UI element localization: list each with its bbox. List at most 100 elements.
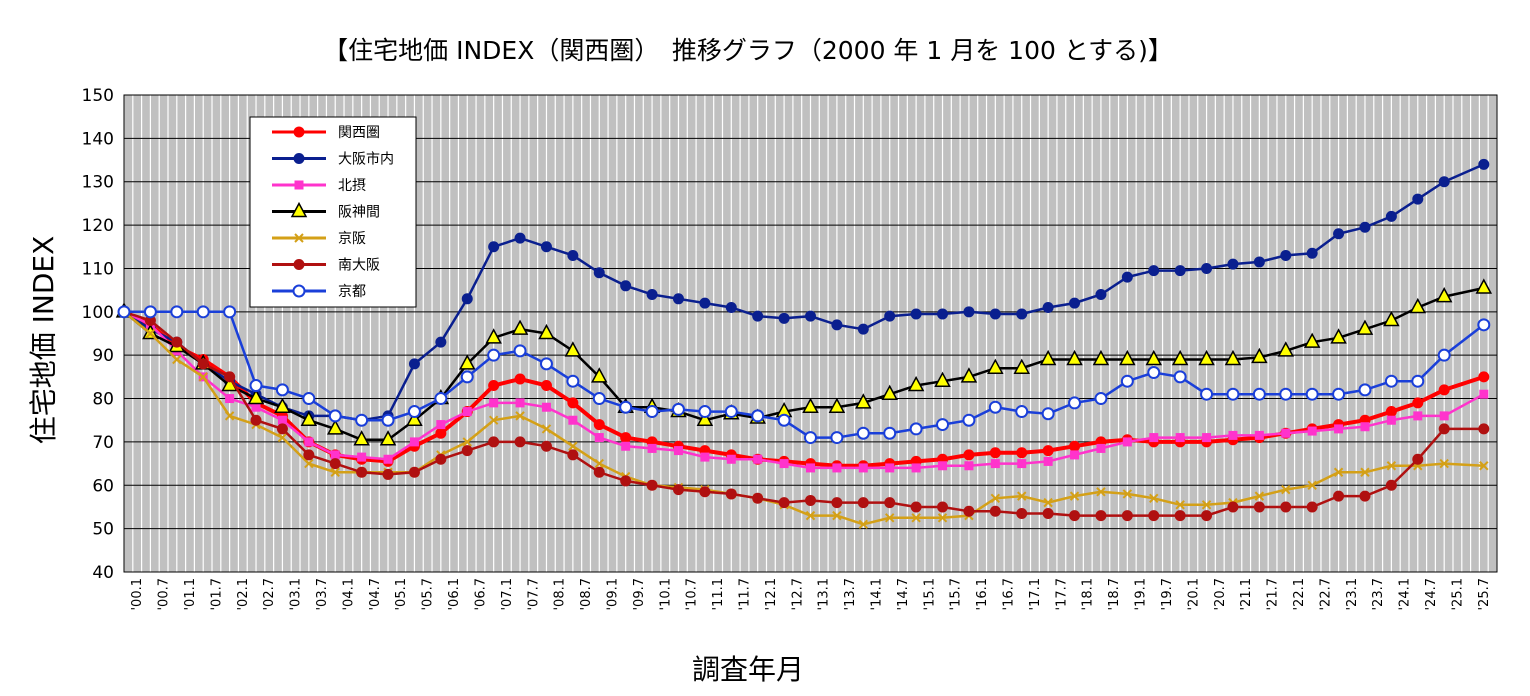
data-point <box>802 397 819 413</box>
x-tick-label: '03.7 <box>315 578 330 611</box>
data-point <box>858 519 869 530</box>
data-point <box>699 297 711 309</box>
data-point <box>406 410 423 426</box>
legend-item: 南大阪 <box>272 258 380 274</box>
data-point <box>937 308 949 320</box>
x-tick-label: '09.7 <box>632 578 647 611</box>
data-point <box>330 450 340 460</box>
data-point <box>1252 387 1266 401</box>
data-point <box>1201 262 1213 274</box>
data-point <box>1224 349 1242 366</box>
data-point <box>357 452 367 462</box>
data-point <box>461 445 473 457</box>
data-point <box>1147 366 1161 380</box>
data-point <box>1171 349 1189 366</box>
data-point <box>1307 426 1317 436</box>
legend-label: 北摂 <box>338 178 366 194</box>
data-point <box>883 426 897 440</box>
data-point <box>1042 445 1054 457</box>
data-point <box>515 398 525 408</box>
data-point <box>725 301 737 313</box>
data-point <box>620 475 632 487</box>
y-axis: 40 50 60 70 80 90 100 110 120 130 140 150 <box>82 86 114 583</box>
data-point <box>1200 387 1214 401</box>
y-tick-label: 70 <box>92 433 114 453</box>
data-point <box>881 384 898 400</box>
data-point <box>963 306 975 318</box>
legend-marker <box>290 201 308 218</box>
data-point <box>594 458 604 469</box>
data-point <box>934 371 951 387</box>
legend-label: 京阪 <box>338 231 366 247</box>
data-point <box>856 426 870 440</box>
data-point <box>828 397 846 413</box>
data-point <box>407 405 421 419</box>
plot-border <box>123 94 1498 573</box>
data-point <box>461 293 473 305</box>
data-point <box>858 463 868 473</box>
legend-marker <box>293 259 305 270</box>
data-point <box>408 466 420 478</box>
data-point <box>910 308 922 320</box>
data-point <box>1478 371 1490 383</box>
data-point <box>1094 392 1108 406</box>
x-tick-label: '11.1 <box>711 578 726 611</box>
data-point <box>541 424 552 434</box>
data-point <box>647 443 657 453</box>
data-point <box>435 427 447 439</box>
data-point <box>1385 210 1397 222</box>
data-point <box>1043 456 1053 466</box>
data-point <box>353 430 370 446</box>
data-point <box>276 423 288 435</box>
data-point <box>300 410 318 426</box>
data-point <box>777 413 791 427</box>
data-point <box>326 419 344 435</box>
y-tick-label: 80 <box>92 390 114 410</box>
data-point <box>1281 484 1291 495</box>
data-point <box>488 436 500 448</box>
data-point <box>593 419 605 431</box>
x-tick-label: '19.7 <box>1160 578 1175 611</box>
data-point <box>751 409 765 423</box>
data-point <box>1253 256 1265 268</box>
data-point <box>1307 480 1317 490</box>
data-point <box>884 310 896 322</box>
data-point <box>566 374 580 388</box>
data-point <box>487 348 501 362</box>
series-京都 <box>117 305 1491 445</box>
data-point <box>249 379 263 393</box>
data-point <box>1069 491 1080 501</box>
x-tick-label: '06.7 <box>473 578 488 611</box>
data-point <box>568 441 578 451</box>
data-point <box>1303 332 1321 348</box>
x-tick-label: '05.1 <box>394 578 409 611</box>
data-point <box>964 461 974 471</box>
x-tick-label: '08.7 <box>579 578 594 611</box>
x-tick-label: '13.7 <box>843 578 858 611</box>
data-point <box>673 446 683 456</box>
data-point <box>987 358 1004 374</box>
series-line <box>123 310 1484 526</box>
data-point <box>1386 415 1396 425</box>
data-point <box>1096 443 1106 453</box>
data-point <box>409 437 419 447</box>
data-point <box>1477 318 1491 332</box>
x-axis-label: 調査年月 <box>692 653 804 686</box>
data-point <box>1306 247 1318 259</box>
data-point <box>224 371 236 383</box>
data-point <box>1148 510 1160 522</box>
x-tick-label: '17.7 <box>1054 578 1069 611</box>
legend-label: 関西圏 <box>338 125 380 141</box>
data-point <box>1092 349 1110 366</box>
data-point <box>698 405 712 419</box>
data-point <box>1202 433 1212 443</box>
data-point <box>937 501 949 513</box>
data-point <box>513 344 527 358</box>
data-point <box>435 453 447 465</box>
data-point <box>594 433 604 443</box>
data-point <box>911 513 921 523</box>
x-tick-label: '24.7 <box>1424 578 1439 611</box>
data-point <box>277 432 288 443</box>
data-point <box>329 458 341 470</box>
data-point <box>1174 265 1186 277</box>
